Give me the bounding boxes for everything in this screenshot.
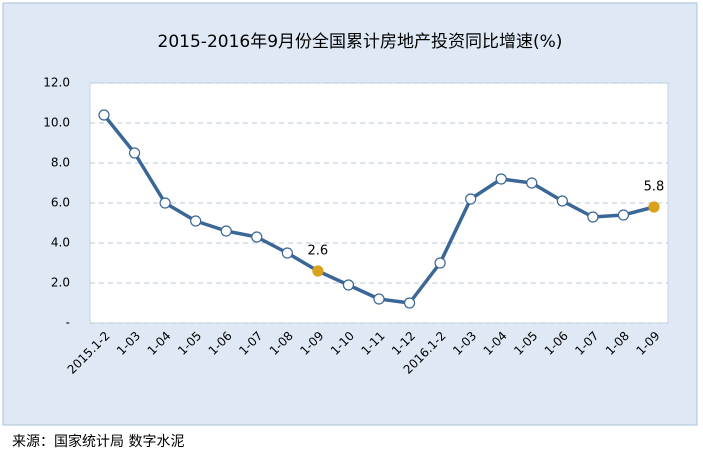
data-point xyxy=(556,195,568,207)
data-point xyxy=(587,211,599,223)
data-point xyxy=(312,265,324,277)
data-point xyxy=(617,209,630,221)
data-point xyxy=(281,247,293,259)
data-point xyxy=(128,147,141,159)
data-point xyxy=(373,293,385,305)
data-point xyxy=(434,257,446,269)
data-point xyxy=(526,177,538,189)
data-label: 2.6 xyxy=(308,244,329,259)
data-point xyxy=(159,197,171,209)
data-point xyxy=(648,201,660,213)
y-tick-label: - xyxy=(66,316,70,330)
data-point xyxy=(190,215,202,227)
data-point xyxy=(403,297,416,309)
y-tick-label: 10.0 xyxy=(43,116,70,130)
y-tick-label: 8.0 xyxy=(51,156,70,170)
source-note: 来源：国家统计局 数字水泥 xyxy=(12,433,184,450)
y-tick-label: 4.0 xyxy=(51,236,70,250)
data-label: 5.8 xyxy=(644,180,665,195)
data-point xyxy=(220,225,232,237)
data-point xyxy=(495,173,507,185)
y-tick-label: 12.0 xyxy=(43,76,70,90)
y-tick-label: 2.0 xyxy=(51,276,70,290)
data-point xyxy=(342,279,355,291)
data-point xyxy=(465,193,477,205)
data-point xyxy=(98,109,110,121)
chart-title: 2015-2016年9月份全国累计房地产投资同比增速(%) xyxy=(158,32,563,52)
data-point xyxy=(251,231,263,243)
y-tick-label: 6.0 xyxy=(51,196,70,210)
